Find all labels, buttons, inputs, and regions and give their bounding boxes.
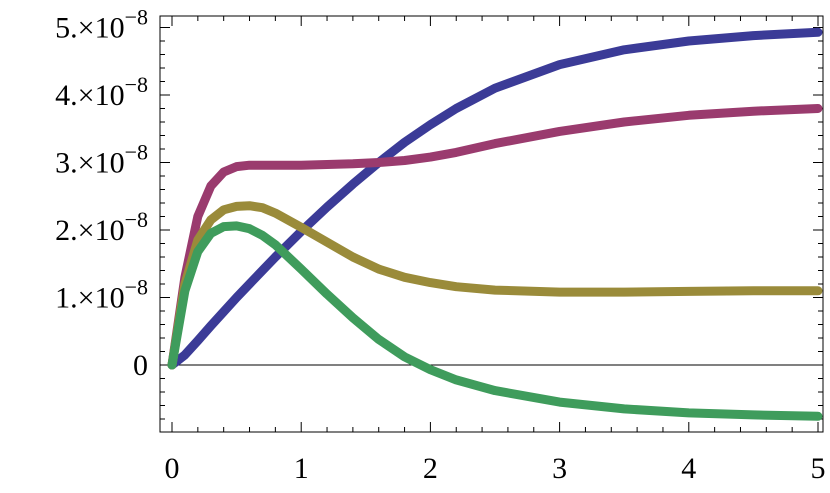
- plot-frame: [159, 15, 824, 433]
- y-tick-label: 2.×10−8: [55, 207, 148, 247]
- x-tick-label: 1: [294, 452, 309, 485]
- y-tick-labels: 0 1.×10−8 2.×10−8 3.×10−8 4.×10−8 5.×10−8: [55, 5, 148, 383]
- series-line-1: [167, 27, 823, 370]
- y-tick-label: 5.×10−8: [55, 5, 148, 45]
- series-line-3: [167, 201, 823, 370]
- series-line-2: [167, 104, 823, 370]
- x-tick-label: 5: [811, 452, 826, 485]
- series-layer: [167, 27, 823, 421]
- x-tick-label: 4: [681, 452, 696, 485]
- y-tick-label: 1.×10−8: [55, 275, 148, 315]
- axis-ticks: [160, 16, 823, 432]
- x-tick-label: 3: [552, 452, 567, 485]
- x-tick-label: 0: [165, 452, 180, 485]
- y-tick-label: 3.×10−8: [55, 140, 148, 180]
- x-tick-labels: 0 1 2 3 4 5: [165, 452, 826, 485]
- y-tick-label: 4.×10−8: [55, 72, 148, 112]
- y-tick-label: 0: [133, 349, 148, 382]
- series-line-4: [167, 221, 823, 421]
- x-tick-label: 2: [423, 452, 438, 485]
